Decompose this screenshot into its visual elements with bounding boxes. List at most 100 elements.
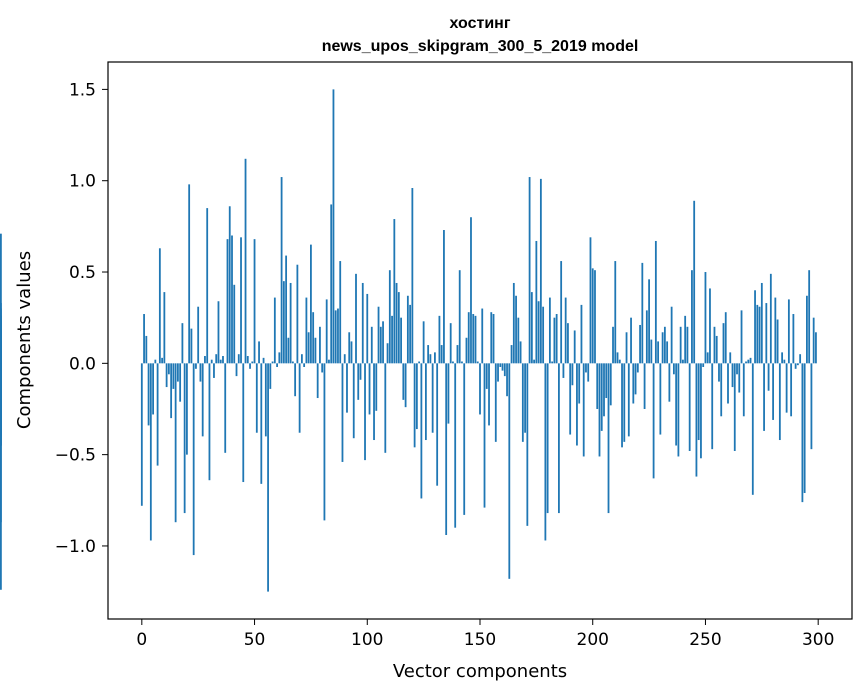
bar-70 [299, 363, 301, 432]
x-tick-label: 250 [689, 630, 721, 650]
bar-189 [567, 323, 569, 363]
bar-195 [581, 305, 583, 363]
bar-119 [409, 305, 411, 363]
bar-86 [335, 310, 337, 363]
bar-78 [317, 363, 319, 398]
bar-100 [366, 294, 368, 363]
bar-2 [145, 336, 147, 363]
bar-176 [538, 301, 540, 363]
bar-130 [434, 352, 436, 363]
bar-111 [391, 316, 393, 363]
bar-126 [425, 363, 427, 440]
bar-109 [387, 343, 389, 363]
bar-232 [664, 327, 666, 364]
bar-216 [628, 363, 630, 436]
bar-263 [734, 363, 736, 451]
bar-251 [707, 352, 709, 363]
bar-112 [393, 219, 395, 363]
bar-53 [260, 363, 262, 484]
bar-278 [768, 363, 770, 390]
bar-124 [420, 363, 422, 498]
bar-208 [610, 363, 612, 405]
bar-40 [231, 235, 233, 363]
bar-177 [540, 179, 542, 363]
bar-139 [454, 363, 456, 527]
bar-173 [531, 292, 533, 363]
bar-46 [245, 159, 247, 364]
bar-169 [522, 363, 524, 442]
bar-90 [344, 354, 346, 363]
bar-97 [360, 363, 362, 379]
bar-264 [736, 363, 738, 374]
bar-81 [324, 363, 326, 520]
bar-21 [188, 184, 190, 363]
bar-180 [547, 363, 549, 513]
bar-125 [423, 321, 425, 363]
bar-202 [596, 363, 598, 409]
x-tick-label: 300 [802, 630, 834, 650]
bar-267 [743, 363, 745, 416]
bar-73 [306, 298, 308, 364]
bar-292 [799, 354, 801, 363]
bar-246 [696, 363, 698, 476]
bar-223 [644, 363, 646, 409]
bar-226 [650, 340, 652, 364]
bar-268 [745, 362, 747, 364]
bar-261 [729, 352, 731, 363]
bar-3 [148, 363, 150, 425]
bar-213 [621, 363, 623, 447]
bar-34 [218, 301, 220, 363]
bar-277 [765, 303, 767, 363]
y-tick-label: −0.5 [55, 446, 96, 466]
bar-231 [662, 332, 664, 363]
bar-155 [490, 312, 492, 363]
bar-151 [481, 309, 483, 364]
bar-17 [179, 363, 181, 401]
bar-201 [594, 270, 596, 363]
bar-289 [792, 314, 794, 363]
bar-181 [549, 298, 551, 364]
bar-145 [468, 312, 470, 363]
bar-43 [238, 354, 240, 363]
bar-142 [461, 362, 463, 364]
bar-77 [315, 338, 317, 364]
bar-88 [339, 261, 341, 363]
bar-154 [488, 363, 490, 425]
bar-67 [292, 362, 294, 364]
bar-199 [590, 237, 592, 363]
bar-106 [380, 327, 382, 364]
bar-220 [637, 363, 639, 372]
bar-5 [152, 363, 154, 414]
bar-298 [813, 318, 815, 364]
bar-19 [184, 363, 186, 513]
bar-262 [732, 363, 734, 387]
bar-23 [193, 363, 195, 555]
bar-206 [605, 363, 607, 398]
bar-65 [287, 338, 289, 364]
bar-284 [781, 352, 783, 363]
bar-35 [220, 360, 222, 364]
bar-122 [416, 363, 418, 429]
bar-164 [511, 345, 513, 363]
bar-153 [486, 363, 488, 389]
bar-185 [558, 363, 560, 513]
bar-134 [443, 230, 445, 363]
bar-275 [761, 283, 763, 363]
bar-260 [727, 363, 729, 403]
bar-32 [213, 363, 215, 378]
chart-subtitle: news_upos_skipgram_300_5_2019 model [322, 38, 639, 55]
bar-228 [655, 241, 657, 363]
bar-84 [330, 204, 332, 363]
bar-39 [229, 206, 231, 363]
bar-182 [551, 362, 553, 364]
bar-265 [738, 363, 740, 392]
bar-18 [182, 323, 184, 363]
bar-89 [342, 363, 344, 462]
bar-293 [802, 363, 804, 502]
bar-149 [477, 362, 479, 364]
bar-266 [741, 310, 743, 363]
bar-85 [333, 89, 335, 363]
bar-253 [711, 363, 713, 449]
bar-283 [779, 363, 781, 440]
